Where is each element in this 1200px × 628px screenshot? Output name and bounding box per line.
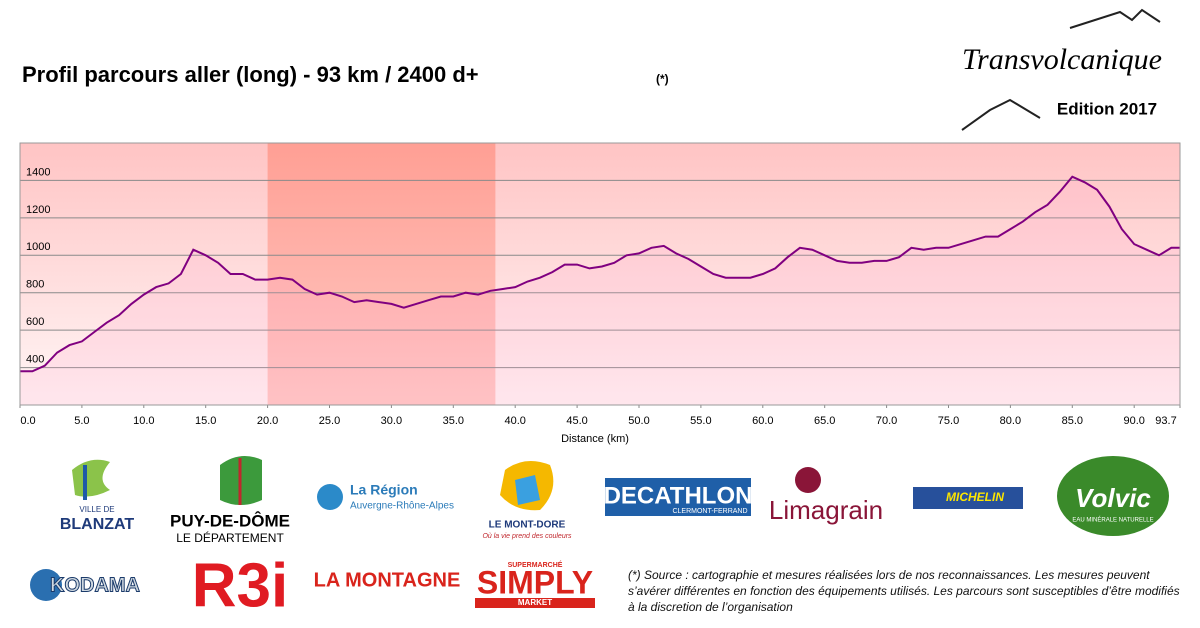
logo-shape [515, 475, 540, 505]
sponsor: Volvic [1075, 483, 1151, 513]
plot: 400 600 800 1000 1200 1400 0.0 5.0 10.0 15.0 20.0 2… [19, 142, 1181, 427]
logo-shape [1057, 456, 1169, 536]
sponsor: SIMPLY [477, 564, 593, 600]
logo-mountain [961, 98, 1041, 131]
sponsor: Auvergne-Rhône-Alpes [350, 501, 454, 512]
x-tick-label: 10.0 [133, 415, 154, 427]
x-tick-label: 5.0 [74, 415, 89, 427]
sponsor: LE MONT-DORE [489, 520, 566, 531]
x-tick-label: 55.0 [690, 415, 711, 427]
x-tick-label: 30.0 [381, 415, 402, 427]
x-axis-label: Distance (km) [561, 433, 629, 445]
sponsor: LA MONTAGNE [314, 569, 461, 591]
y-tick-label: 1000 [26, 241, 50, 253]
logo-shape [317, 484, 343, 510]
logo-shape [605, 478, 751, 516]
plot-background [20, 143, 1180, 405]
footnote: (*) Source : cartographie et mesures réa… [628, 568, 1180, 614]
x-tick-label: 65.0 [814, 415, 835, 427]
plot-border [19, 142, 1181, 406]
sponsor: BLANZAT [60, 516, 135, 533]
sponsor: EAU MINÉRALE NATURELLE [1072, 517, 1153, 524]
highlight-band [267, 143, 496, 405]
x-tick-label: 15.0 [195, 415, 216, 427]
x-tick-label: 50.0 [628, 415, 649, 427]
x-tick-label: 35.0 [443, 415, 464, 427]
line [20, 175, 1180, 373]
logo-shape [913, 487, 1023, 509]
x-tick-label: 0.0 [20, 415, 35, 427]
x-tick-label: 80.0 [1000, 415, 1021, 427]
logo-shape [30, 569, 62, 601]
sponsor: MARKET [518, 598, 552, 607]
x-tick-label: 70.0 [876, 415, 897, 427]
y-tick-label: 1400 [26, 166, 50, 178]
logo-shape [475, 598, 595, 608]
x-tick-label: 25.0 [319, 415, 340, 427]
logo-shape [795, 467, 821, 493]
x-tick-label: 40.0 [504, 415, 525, 427]
y-tick-label: 1200 [26, 204, 50, 216]
chart-title: Profil parcours aller (long) - 93 km / 2… [22, 62, 479, 87]
sponsor: R3i [192, 551, 288, 620]
sponsor: VILLE DE [79, 505, 114, 514]
x-tick-label: 85.0 [1062, 415, 1083, 427]
sponsor: Où la vie prend des couleurs [482, 533, 572, 540]
sponsor: Limagrain [769, 495, 883, 525]
sponsor: PUY-DE-DÔME [170, 511, 290, 530]
sponsor: MICHELIN [946, 490, 1004, 504]
note-mark: (*) [656, 72, 669, 86]
x-tick-label: 93.7 [1155, 415, 1176, 427]
logo-shape [72, 459, 110, 497]
sponsor: LE DÉPARTEMENT [176, 530, 284, 545]
x-tick-label: 45.0 [566, 415, 587, 427]
x-tick-label: 90.0 [1123, 415, 1144, 427]
edition: Edition 2017 [1057, 99, 1157, 118]
x-tick-label: 60.0 [752, 415, 773, 427]
x-tick-label: 20.0 [257, 415, 278, 427]
logo-text: Transvolcanique [962, 43, 1162, 76]
sponsor: KODAMA [50, 574, 140, 596]
logo-mountain [1069, 8, 1161, 29]
sponsor: CLERMONT-FERRAND [672, 508, 747, 515]
sponsor: La Région [350, 482, 418, 498]
sponsor: DECATHLON [604, 482, 753, 509]
sponsor: SUPERMARCHÉ [508, 560, 563, 569]
area [20, 176, 1180, 405]
y-tick-label: 600 [26, 316, 44, 328]
x-tick-label: 75.0 [938, 415, 959, 427]
y-tick-label: 800 [26, 279, 44, 291]
y-tick-label: 400 [26, 353, 44, 365]
